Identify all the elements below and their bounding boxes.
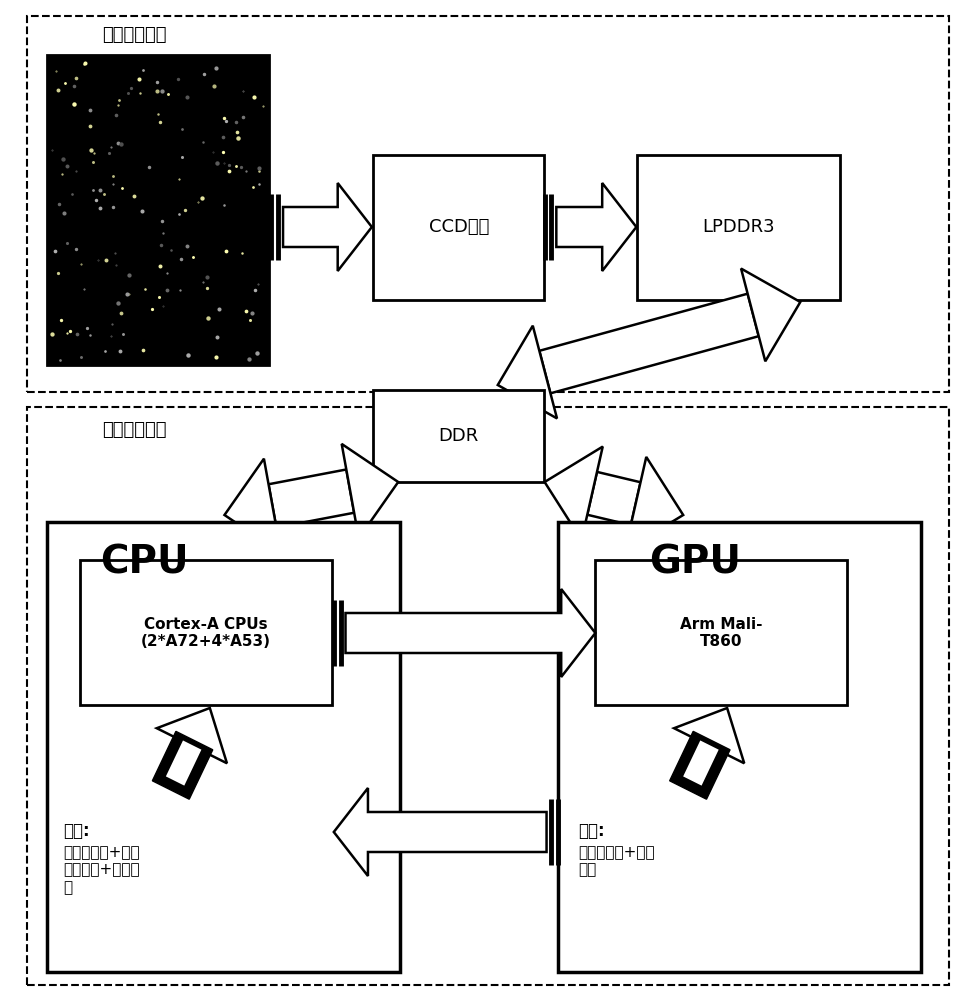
Polygon shape bbox=[670, 731, 730, 799]
Text: Cortex-A CPUs
(2*A72+4*A53): Cortex-A CPUs (2*A72+4*A53) bbox=[141, 617, 271, 649]
Bar bbox=[80, 560, 332, 705]
Polygon shape bbox=[342, 444, 398, 538]
Polygon shape bbox=[498, 326, 557, 418]
Bar bbox=[47, 522, 400, 972]
Bar bbox=[595, 560, 847, 705]
Bar bbox=[373, 390, 544, 482]
Text: GPU: GPU bbox=[649, 543, 741, 581]
Bar bbox=[558, 522, 921, 972]
Polygon shape bbox=[556, 183, 636, 271]
Polygon shape bbox=[545, 447, 603, 540]
Bar bbox=[27, 16, 949, 392]
Bar bbox=[373, 155, 544, 300]
Polygon shape bbox=[224, 459, 281, 553]
Polygon shape bbox=[346, 589, 595, 677]
Polygon shape bbox=[283, 183, 372, 271]
Text: 计算卷积核+频域
降晰: 计算卷积核+频域 降晰 bbox=[578, 845, 655, 877]
Polygon shape bbox=[625, 457, 683, 550]
Bar bbox=[47, 55, 269, 365]
Text: 图像计算模块: 图像计算模块 bbox=[102, 421, 167, 439]
Text: 图像采集模块: 图像采集模块 bbox=[102, 26, 167, 44]
Polygon shape bbox=[268, 469, 354, 528]
Bar bbox=[27, 407, 949, 985]
Polygon shape bbox=[540, 294, 758, 393]
Polygon shape bbox=[588, 472, 640, 525]
Text: CCD相机: CCD相机 bbox=[428, 218, 489, 236]
Polygon shape bbox=[683, 740, 718, 786]
Polygon shape bbox=[696, 734, 725, 752]
Text: Arm Mali-
T860: Arm Mali- T860 bbox=[680, 617, 762, 649]
Polygon shape bbox=[334, 788, 547, 876]
Text: 数据预处理+基函
数的计算+接收结
果: 数据预处理+基函 数的计算+接收结 果 bbox=[63, 845, 141, 895]
Text: LPDDR3: LPDDR3 bbox=[703, 218, 775, 236]
Polygon shape bbox=[179, 734, 208, 752]
Polygon shape bbox=[152, 731, 213, 799]
Polygon shape bbox=[157, 708, 227, 763]
Text: 功能:: 功能: bbox=[578, 822, 604, 840]
Polygon shape bbox=[741, 269, 800, 361]
Polygon shape bbox=[166, 740, 201, 786]
Text: 功能:: 功能: bbox=[63, 822, 90, 840]
Bar bbox=[637, 155, 840, 300]
Polygon shape bbox=[674, 708, 745, 763]
Text: DDR: DDR bbox=[438, 427, 479, 445]
Text: CPU: CPU bbox=[101, 543, 188, 581]
